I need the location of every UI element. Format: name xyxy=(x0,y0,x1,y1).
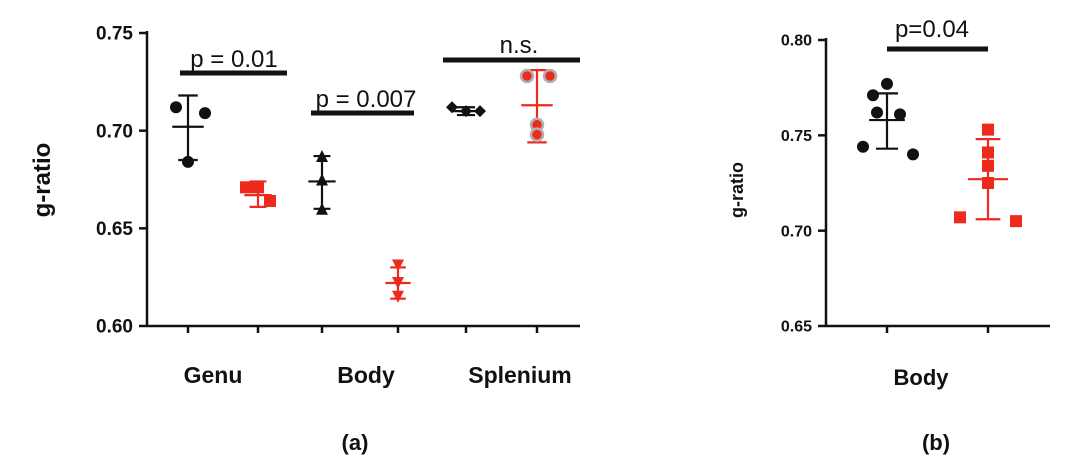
data-point xyxy=(392,277,404,290)
y-axis-label: g-ratio xyxy=(29,143,56,218)
data-point xyxy=(894,108,906,121)
data-point xyxy=(907,148,919,161)
data-point xyxy=(240,181,252,194)
data-point xyxy=(982,123,994,136)
data-point xyxy=(867,89,879,102)
data-point xyxy=(252,181,264,194)
y-axis-label: g-ratio xyxy=(727,162,747,218)
data-point xyxy=(982,159,994,172)
x-category-label: Genu xyxy=(184,362,243,388)
panel-label: (a) xyxy=(342,430,369,455)
data-point xyxy=(857,140,869,153)
data-point xyxy=(199,107,211,120)
x-category-label: Splenium xyxy=(468,362,572,388)
data-point xyxy=(392,259,404,272)
data-point xyxy=(264,194,276,207)
data-point xyxy=(182,155,194,168)
data-point xyxy=(519,68,535,84)
y-tick-label: 0.75 xyxy=(96,24,133,45)
y-tick-label: 0.80 xyxy=(781,33,812,50)
y-tick-label: 0.70 xyxy=(96,121,133,142)
significance-label: p = 0.007 xyxy=(316,86,417,113)
significance-label: p = 0.01 xyxy=(190,46,277,73)
x-category-label: Body xyxy=(894,365,950,390)
data-point xyxy=(881,77,893,90)
data-point xyxy=(316,150,328,163)
y-tick-label: 0.60 xyxy=(96,317,133,338)
y-tick-label: 0.70 xyxy=(781,223,812,240)
data-point xyxy=(170,101,182,114)
data-point xyxy=(982,177,994,189)
data-point xyxy=(954,211,966,224)
data-point xyxy=(871,106,883,119)
data-point xyxy=(460,105,472,118)
data-point xyxy=(392,290,404,303)
data-point xyxy=(542,68,558,84)
panel-label: (b) xyxy=(922,430,950,455)
significance-label: n.s. xyxy=(500,32,539,59)
data-point xyxy=(529,127,545,142)
y-tick-label: 0.75 xyxy=(781,128,812,145)
y-tick-label: 0.65 xyxy=(96,219,133,240)
significance-label: p=0.04 xyxy=(895,16,969,43)
y-tick-label: 0.65 xyxy=(781,319,812,336)
x-category-label: Body xyxy=(337,362,395,388)
data-point xyxy=(1010,215,1022,228)
data-point xyxy=(316,202,328,215)
data-point xyxy=(982,146,994,159)
data-point xyxy=(446,101,458,114)
data-point xyxy=(474,105,486,118)
data-point xyxy=(316,173,328,186)
